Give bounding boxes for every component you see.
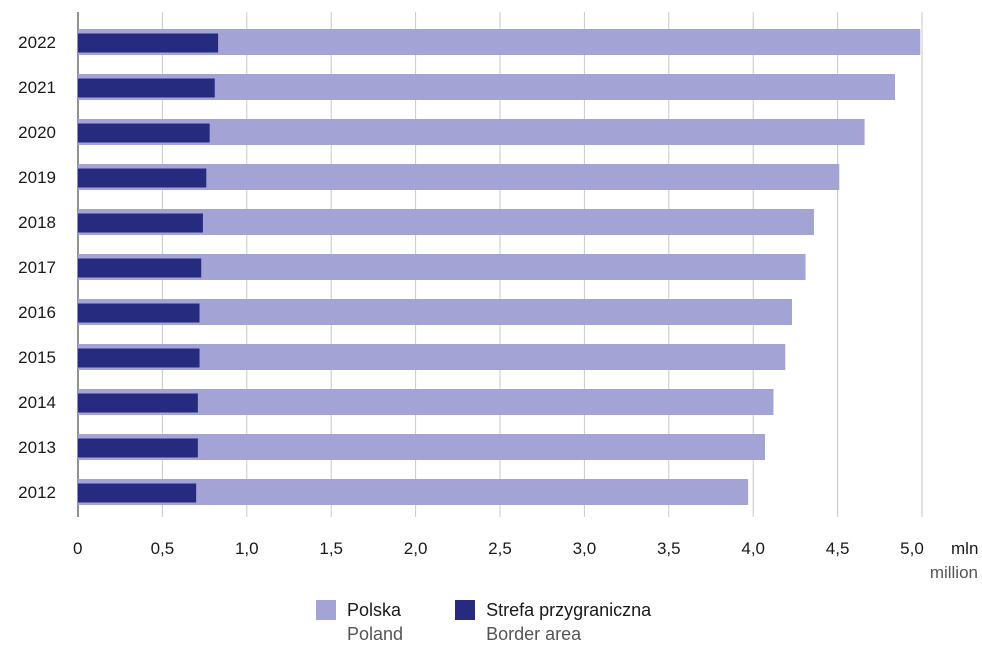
x-tick-label: 2,5 xyxy=(488,539,512,558)
category-label-2016: 2016 xyxy=(18,303,56,322)
legend-label-border-area-en: Border area xyxy=(486,624,582,644)
bar-chart: 2022 2021 2020 2019 2018 2017 2016 2015 2014 2013… xyxy=(18,12,978,582)
bar-border-area-2014 xyxy=(78,393,198,413)
legend-label-border-area: Strefa przygraniczna xyxy=(486,600,652,620)
bar-border-area-2020 xyxy=(78,123,210,143)
legend-item-poland: Polska Poland xyxy=(316,598,403,646)
bars xyxy=(78,29,921,505)
category-label-2018: 2018 xyxy=(18,213,56,232)
category-label-2015: 2015 xyxy=(18,348,56,367)
bar-poland-2022 xyxy=(78,29,921,55)
bar-border-area-2022 xyxy=(78,33,219,53)
x-tick-label: 0 xyxy=(73,539,82,558)
legend-label-poland-en: Poland xyxy=(347,624,404,644)
x-tick-label: 2,0 xyxy=(404,539,428,558)
bar-border-area-2021 xyxy=(78,78,215,98)
bar-border-area-2019 xyxy=(78,168,207,188)
bar-border-area-2015 xyxy=(78,348,200,368)
bar-border-area-2016 xyxy=(78,303,200,323)
category-label-2013: 2013 xyxy=(18,438,56,457)
category-labels: 2022 2021 2020 2019 2018 2017 2016 2015 2014 2013… xyxy=(18,33,56,502)
x-tick-label: 5,0 xyxy=(900,539,924,558)
legend-swatch-poland xyxy=(316,600,336,620)
bar-border-area-2012 xyxy=(78,483,197,503)
bar-border-area-2017 xyxy=(78,258,202,278)
legend-label-poland: Polska xyxy=(347,600,402,620)
unit-label-pl: mln xyxy=(951,539,978,558)
legend: Polska Poland Strefa przygraniczna Borde… xyxy=(316,598,651,646)
x-tick-label: 1,5 xyxy=(319,539,343,558)
category-label-2019: 2019 xyxy=(18,168,56,187)
bar-border-area-2013 xyxy=(78,438,198,458)
x-tick-label: 0,5 xyxy=(151,539,175,558)
legend-swatch-border-area xyxy=(455,600,476,620)
category-label-2020: 2020 xyxy=(18,123,56,142)
category-label-2022: 2022 xyxy=(18,33,56,52)
category-label-2012: 2012 xyxy=(18,483,56,502)
x-tick-label: 3,0 xyxy=(573,539,597,558)
category-label-2017: 2017 xyxy=(18,258,56,277)
x-tick-labels: 0 0,5 1,0 1,5 2,0 2,5 3,0 3,5 4,0 4,5 5,0 xyxy=(73,539,924,558)
x-tick-label: 4,5 xyxy=(826,539,850,558)
category-label-2014: 2014 xyxy=(18,393,56,412)
bar-border-area-2018 xyxy=(78,213,203,233)
x-tick-label: 4,0 xyxy=(741,539,765,558)
category-label-2021: 2021 xyxy=(18,78,56,97)
x-tick-label: 1,0 xyxy=(235,539,259,558)
legend-item-border-area: Strefa przygraniczna Border area xyxy=(455,598,651,646)
x-tick-label: 3,5 xyxy=(657,539,681,558)
unit-label-en: million xyxy=(930,563,978,582)
